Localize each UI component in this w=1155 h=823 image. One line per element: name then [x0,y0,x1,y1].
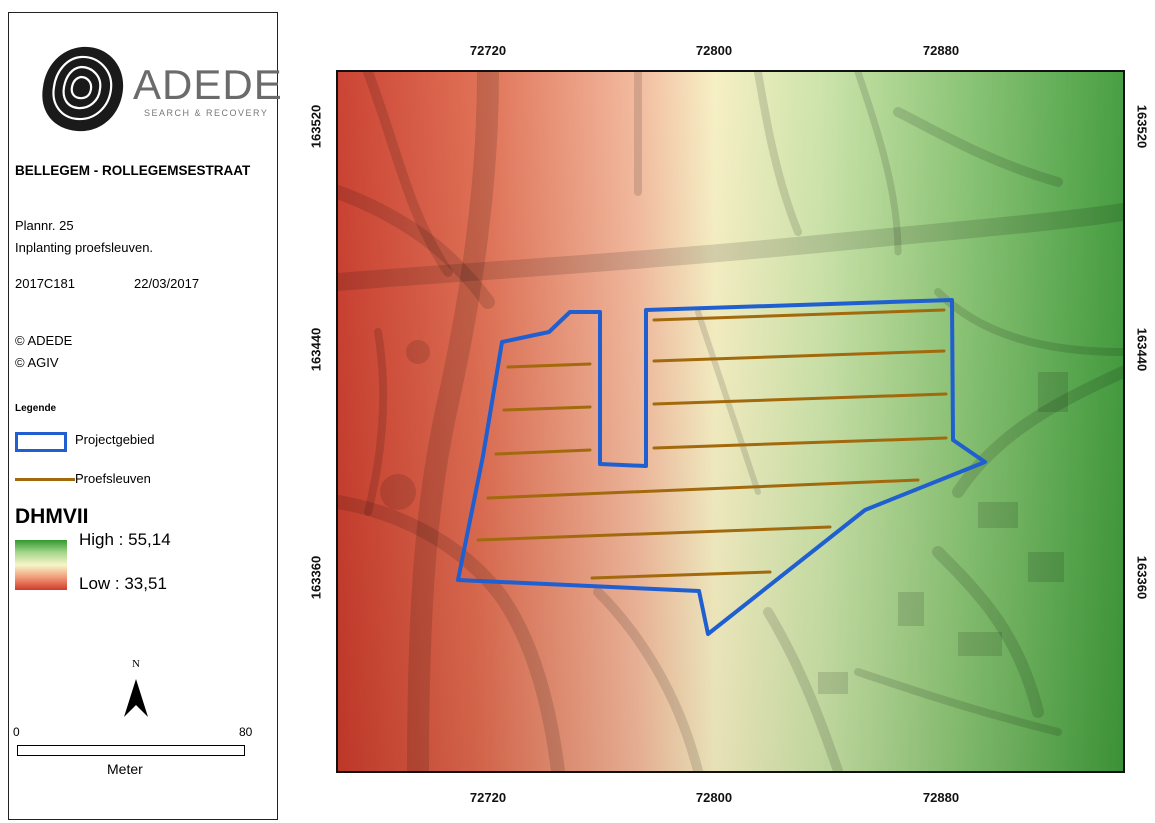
streets-overlay [338,72,1123,771]
map-canvas [338,72,1123,771]
raster-high-label: High : 55,14 [79,530,171,549]
building-blocks [380,340,1068,694]
projectgebied-swatch [15,432,67,452]
copyright-agiv: © AGIV [15,355,59,370]
scalebar-end: 80 [239,725,253,739]
map-frame[interactable] [336,70,1125,773]
trench-8 [486,478,920,500]
y-tick-right-2: 163440 [1134,327,1150,372]
x-tick-bottom-2: 72800 [695,790,733,805]
y-tick-left-1: 163520 [308,104,324,149]
projectgebied-boundary [456,298,987,636]
trench-3 [652,392,948,406]
adede-logo-icon [42,46,124,132]
proefsleuven-swatch [15,478,75,481]
plan-date: 22/03/2017 [134,276,200,291]
scalebar-start: 0 [13,725,20,739]
y-tick-right-1: 163520 [1134,104,1150,149]
copyright-adede: © ADEDE [15,333,73,348]
raster-low-label: Low : 33,51 [79,574,167,593]
y-tick-left-3: 163360 [308,555,324,600]
site-title: BELLEGEM - ROLLEGEMSESTRAAT [15,163,251,178]
x-tick-top-1: 72720 [469,43,507,58]
project-code: 2017C181 [15,276,75,291]
plan-description: Inplanting proefsleuven. [15,240,154,255]
trench-4 [652,436,948,450]
raster-title: DHMVII [15,505,89,528]
legend-heading: Legende [15,403,57,414]
scalebar-unit: Meter [107,761,143,777]
y-tick-left-2: 163440 [308,327,324,372]
brand-name: ADEDE [133,61,283,108]
trench-10 [590,570,772,580]
legend-label-proefsleuven: Proefsleuven [75,471,151,486]
trench-2 [652,349,946,363]
legend-label-projectgebied: Projectgebied [75,432,155,447]
trench-9 [476,525,832,542]
trench-1 [652,308,946,322]
elevation-color-ramp [15,540,67,590]
plan-number: Plannr. 25 [15,218,74,233]
trench-6 [502,405,592,412]
x-tick-top-2: 72800 [695,43,733,58]
x-tick-bottom-3: 72880 [922,790,960,805]
proefsleuven-trenches [476,308,948,580]
north-arrow-icon: N [124,658,148,717]
x-tick-top-3: 72880 [922,43,960,58]
trench-7 [494,448,592,456]
legend-panel: ADEDE SEARCH & RECOVERY BELLEGEM - ROLLE… [8,12,282,820]
y-tick-right-3: 163360 [1134,555,1150,600]
north-label: N [132,658,140,670]
x-tick-bottom-1: 72720 [469,790,507,805]
scalebar [17,745,245,756]
brand-subtitle: SEARCH & RECOVERY [144,108,269,118]
trench-5 [506,362,592,369]
